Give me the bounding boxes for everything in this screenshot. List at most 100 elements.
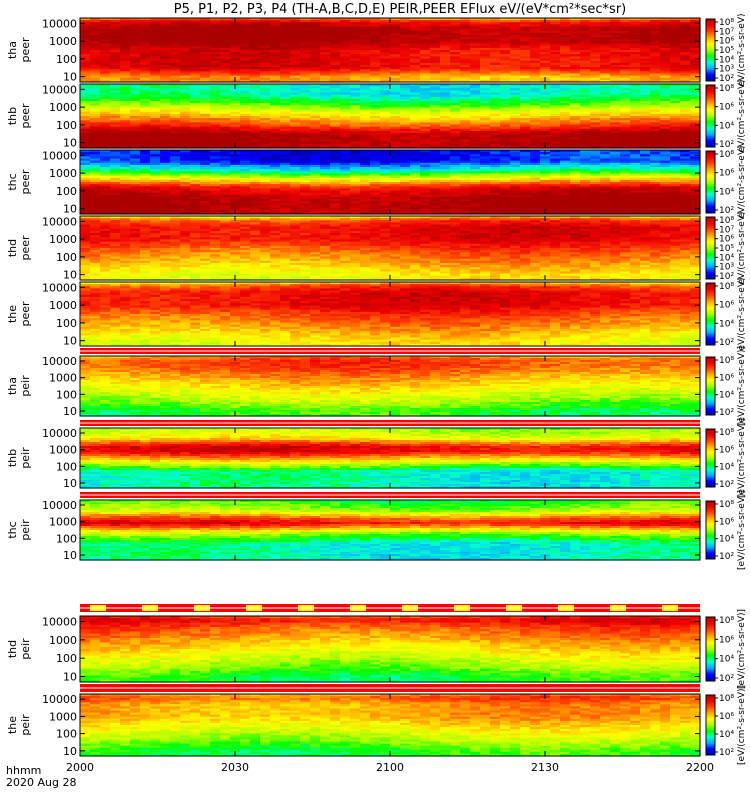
spectrogram-cell bbox=[400, 47, 411, 51]
spectrogram-cell bbox=[450, 71, 461, 75]
spectrogram-cell bbox=[570, 45, 581, 49]
spectrogram-cell bbox=[150, 90, 161, 94]
spectrogram-cell bbox=[470, 71, 481, 75]
spectrogram-cell bbox=[300, 94, 311, 98]
spectrogram-cell bbox=[110, 50, 121, 53]
spectrogram-cell bbox=[170, 98, 181, 102]
spectrogram-cell bbox=[440, 32, 451, 36]
spectrogram-cell bbox=[440, 39, 451, 43]
spectrogram-cell bbox=[180, 39, 191, 43]
spectrogram-cell bbox=[90, 101, 101, 104]
spectrogram-cell bbox=[590, 92, 601, 96]
spectrogram-cell bbox=[330, 67, 341, 70]
spectrogram-cell bbox=[410, 90, 421, 94]
spectrogram-cell bbox=[160, 90, 171, 94]
spectrogram-cell bbox=[160, 30, 171, 34]
spectrogram-cell bbox=[270, 73, 281, 77]
spectrogram-cell bbox=[200, 24, 211, 28]
spectrogram-cell bbox=[400, 54, 411, 57]
spectrogram-cell bbox=[570, 64, 581, 68]
spectrogram-cell bbox=[670, 22, 681, 25]
spectrogram-cell bbox=[560, 62, 571, 66]
spectrogram-cell bbox=[500, 62, 511, 66]
spectrogram-cell bbox=[150, 39, 161, 43]
spectrogram-cell bbox=[500, 20, 511, 23]
spectrogram-cell bbox=[270, 43, 281, 47]
spectrogram-cell bbox=[100, 77, 111, 81]
spectrogram-cell bbox=[370, 64, 381, 68]
spectrogram-cell bbox=[160, 86, 171, 89]
spectrogram-cell bbox=[210, 32, 221, 36]
spectrogram-cell bbox=[640, 88, 651, 91]
spectrogram-cell bbox=[630, 60, 641, 64]
spectrogram-cell bbox=[150, 64, 161, 68]
spectrogram-cell bbox=[270, 75, 281, 79]
spectrogram-cell bbox=[540, 22, 551, 25]
spectrogram-cell bbox=[320, 32, 331, 36]
spectrogram-cell bbox=[340, 20, 351, 23]
spectrogram-cell bbox=[370, 18, 381, 21]
spectrogram-cell bbox=[110, 32, 121, 36]
spectrogram-cell bbox=[330, 60, 341, 64]
spectrogram-cell bbox=[660, 96, 671, 100]
spectrogram-cell bbox=[410, 20, 421, 23]
spectrogram-cell bbox=[190, 71, 201, 75]
spectrogram-cell bbox=[420, 71, 431, 75]
spectrogram-cell bbox=[390, 60, 401, 64]
spectrogram-cell bbox=[190, 45, 201, 49]
spectrogram-cell bbox=[520, 30, 531, 34]
spectrogram-cell bbox=[390, 92, 401, 96]
spectrogram-cell bbox=[430, 43, 441, 47]
spectrogram-cell bbox=[150, 77, 161, 81]
spectrogram-cell bbox=[100, 32, 111, 36]
spectrogram-cell bbox=[350, 92, 361, 96]
spectrogram-cell bbox=[460, 43, 471, 47]
spectrogram-cell bbox=[320, 79, 331, 83]
spectrogram-cell bbox=[690, 28, 701, 32]
spectrogram-cell bbox=[620, 37, 631, 40]
spectrogram-cell bbox=[500, 88, 511, 91]
spectrogram-cell bbox=[680, 67, 691, 70]
spectrogram-cell bbox=[630, 77, 641, 81]
spectrogram-cell bbox=[620, 62, 631, 66]
spectrogram-cell bbox=[340, 26, 351, 30]
spectrogram-cell bbox=[230, 41, 241, 45]
spectrogram-cell bbox=[330, 45, 341, 49]
spectrogram-cell bbox=[110, 37, 121, 40]
spectrogram-cell bbox=[140, 84, 151, 87]
spectrogram-cell bbox=[80, 77, 91, 81]
spectrogram-cell bbox=[660, 84, 671, 87]
spectrogram-cell bbox=[190, 98, 201, 102]
spectrogram-cell bbox=[350, 41, 361, 45]
spectrogram-cell bbox=[330, 41, 341, 45]
spectrogram-cell bbox=[460, 20, 471, 23]
spectrogram-cell bbox=[490, 62, 501, 66]
spectrogram-cell bbox=[80, 64, 91, 68]
spectrogram-cell bbox=[160, 35, 171, 38]
spectrogram-cell bbox=[490, 43, 501, 47]
spectrogram-cell bbox=[660, 56, 671, 60]
spectrogram-cell bbox=[480, 22, 491, 25]
spectrogram-cell bbox=[90, 22, 101, 25]
spectrogram-cell bbox=[290, 79, 301, 83]
spectrogram-cell bbox=[160, 71, 171, 75]
spectrogram-cell bbox=[340, 73, 351, 77]
spectrogram-cell bbox=[110, 35, 121, 38]
spectrogram-cell bbox=[270, 52, 281, 55]
spectrogram-cell bbox=[660, 37, 671, 40]
spectrogram-cell bbox=[230, 58, 241, 62]
spectrogram-cell bbox=[670, 30, 681, 34]
spectrogram-cell bbox=[450, 26, 461, 30]
spectrogram-cell bbox=[280, 69, 291, 72]
spectrogram-cell bbox=[170, 24, 181, 28]
spectrogram-cell bbox=[650, 62, 661, 66]
spectrogram-cell bbox=[220, 73, 231, 77]
spectrogram-cell bbox=[530, 88, 541, 91]
spectrogram-cell bbox=[580, 54, 591, 57]
spectrogram-cell bbox=[340, 50, 351, 53]
spectrogram-cell bbox=[190, 47, 201, 51]
spectrogram-cell bbox=[280, 75, 291, 79]
spectrogram-cell bbox=[480, 62, 491, 66]
spectrogram-cell bbox=[490, 98, 501, 102]
spectrogram-cell bbox=[390, 67, 401, 70]
